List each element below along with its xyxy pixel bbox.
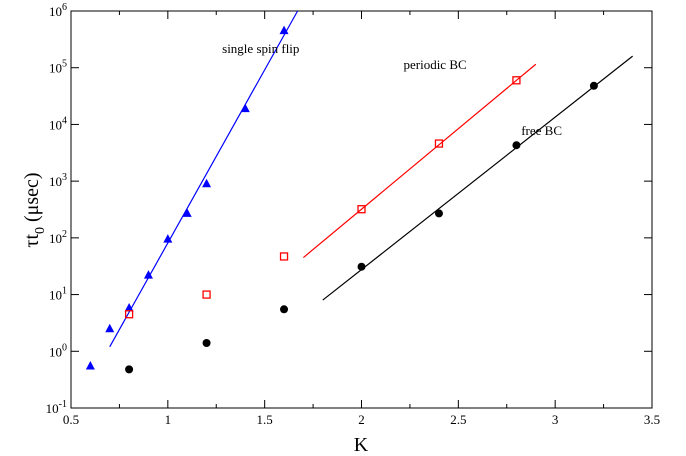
square-marker bbox=[124, 310, 134, 319]
y-tick-exponent: 4 bbox=[62, 115, 67, 126]
triangle-marker bbox=[85, 361, 95, 370]
data-markers bbox=[85, 25, 598, 374]
y-tick-exponent: 0 bbox=[62, 342, 67, 353]
y-tick-exponent: 2 bbox=[62, 229, 67, 240]
y-tick-label: 102 bbox=[49, 229, 67, 246]
x-tick-label: 2 bbox=[358, 412, 365, 427]
triangle-marker bbox=[163, 234, 173, 243]
x-tick-label: 2.5 bbox=[450, 412, 466, 427]
circle-marker bbox=[512, 141, 521, 150]
circle-marker bbox=[202, 338, 211, 347]
circle-marker bbox=[357, 262, 366, 271]
triangle-marker bbox=[240, 103, 250, 113]
annotation-label: single spin flip bbox=[222, 41, 299, 56]
y-tick-base: 10 bbox=[49, 344, 62, 359]
square-marker bbox=[434, 139, 444, 148]
x-axis-title: K bbox=[354, 434, 369, 456]
annotations: single spin flip periodic BC free BC bbox=[222, 41, 562, 138]
square-marker bbox=[357, 205, 366, 214]
y-tick-exponent: 1 bbox=[62, 286, 67, 297]
x-tick-label: 3 bbox=[552, 412, 559, 427]
x-tick-label: 0.5 bbox=[63, 412, 79, 427]
y-tick-label: 10-1 bbox=[46, 399, 67, 416]
circle-marker bbox=[125, 365, 134, 374]
triangle-marker bbox=[182, 208, 192, 217]
y-tick-base: 10 bbox=[46, 401, 59, 416]
square-marker bbox=[202, 290, 211, 299]
triangle-marker bbox=[105, 323, 115, 333]
y-tick-label: 103 bbox=[49, 172, 67, 189]
circle-marker bbox=[589, 81, 598, 90]
y-tick-exponent: 3 bbox=[62, 172, 67, 183]
x-tick-label: 3.5 bbox=[644, 412, 660, 427]
fit-line bbox=[109, 10, 299, 348]
x-tick-label: 1 bbox=[165, 412, 172, 427]
fit-line bbox=[303, 63, 537, 258]
y-tick-label: 100 bbox=[49, 342, 67, 359]
y-tick-base: 10 bbox=[49, 61, 62, 76]
y-tick-label: 106 bbox=[49, 2, 67, 19]
triangle-marker bbox=[143, 270, 153, 279]
square-marker bbox=[512, 76, 521, 85]
triangle-marker bbox=[279, 25, 289, 35]
annotation-label: periodic BC bbox=[403, 57, 466, 72]
y-tick-label: 104 bbox=[49, 115, 67, 132]
y-tick-base: 10 bbox=[49, 174, 62, 189]
y-tick-base: 10 bbox=[49, 231, 62, 246]
annotation-label: free BC bbox=[521, 123, 562, 138]
square-marker bbox=[279, 252, 289, 261]
y-axis-title-main: τt bbox=[21, 234, 43, 248]
triangle-marker bbox=[202, 178, 212, 188]
y-tick-base: 10 bbox=[49, 117, 62, 132]
x-tick-label: 1.5 bbox=[257, 412, 273, 427]
circle-marker bbox=[434, 209, 443, 218]
circle-marker bbox=[280, 305, 289, 314]
fit-lines bbox=[109, 10, 634, 348]
y-axis-title-subscript: 0 bbox=[33, 227, 48, 234]
fit-line bbox=[322, 55, 634, 301]
y-axis-title-unit: (μsec) bbox=[21, 172, 43, 227]
triangle-marker bbox=[124, 302, 134, 312]
y-tick-exponent: -1 bbox=[59, 399, 67, 410]
y-tick-exponent: 6 bbox=[62, 2, 67, 13]
y-tick-label: 101 bbox=[49, 286, 67, 303]
y-tick-exponent: 5 bbox=[62, 59, 67, 70]
y-tick-label: 105 bbox=[49, 59, 67, 76]
y-tick-base: 10 bbox=[49, 288, 62, 303]
y-axis-title: τt0 (μsec) bbox=[21, 172, 48, 247]
y-tick-base: 10 bbox=[49, 4, 62, 19]
